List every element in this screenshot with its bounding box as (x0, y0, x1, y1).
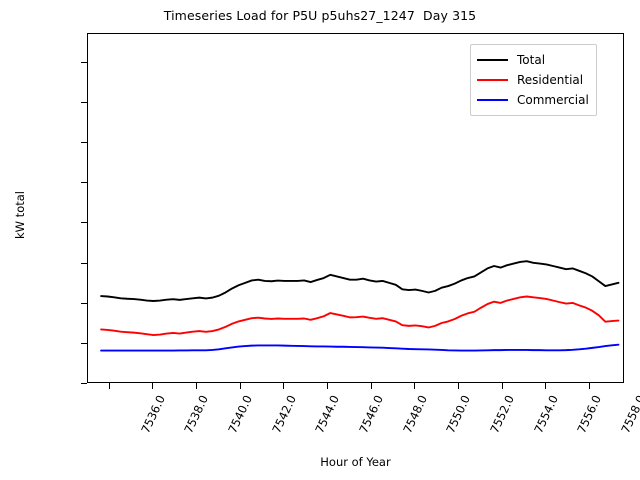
x-tick-label: 7552.0 (487, 393, 518, 436)
x-tick-label: 7548.0 (400, 393, 430, 436)
legend-label: Total (517, 53, 546, 67)
x-tick-label: 7556.0 (574, 393, 605, 436)
x-tick-label: 7558.0 (618, 393, 640, 436)
series-line (100, 260, 620, 302)
x-tick-mark (152, 383, 154, 389)
x-tick-label: 7550.0 (443, 393, 474, 436)
x-tick-label: 7554.0 (530, 393, 561, 436)
x-axis-label: Hour of Year (320, 455, 391, 469)
series-line (100, 295, 620, 336)
y-tick-mark (81, 142, 87, 144)
x-tick-mark (458, 383, 460, 389)
legend-label: Residential (517, 73, 584, 87)
legend-line-swatch (477, 59, 508, 61)
x-tick-label: 7540.0 (225, 393, 256, 436)
x-tick-mark (108, 383, 110, 389)
x-tick-mark (545, 383, 547, 389)
x-tick-mark (414, 383, 416, 389)
series-line (100, 343, 620, 352)
x-tick-label: 7546.0 (356, 393, 387, 436)
x-tick-mark (283, 383, 285, 389)
y-tick-mark (81, 61, 87, 63)
y-tick-mark (81, 302, 87, 304)
y-tick-mark (81, 342, 87, 344)
y-tick-mark (81, 383, 87, 384)
legend-item[interactable]: Commercial (477, 90, 589, 110)
y-axis-label: kW total (13, 191, 27, 239)
x-tick-mark (589, 383, 591, 389)
y-tick-mark (81, 222, 87, 224)
legend-line-swatch (477, 79, 508, 81)
chart-title: Timeseries Load for P5U p5uhs27_1247 Day… (163, 8, 477, 23)
legend-line-swatch (477, 99, 508, 101)
x-tick-mark (239, 383, 241, 389)
y-tick-mark (81, 182, 87, 184)
x-tick-label: 7542.0 (269, 393, 299, 436)
y-tick-mark (81, 102, 87, 104)
series-lines (100, 260, 620, 352)
x-tick-mark (501, 383, 503, 389)
x-tick-mark (327, 383, 329, 389)
x-tick-mark (196, 383, 198, 389)
legend-item[interactable]: Residential (477, 70, 589, 90)
x-tick-mark (370, 383, 372, 389)
legend-item[interactable]: Total (477, 50, 589, 70)
x-tick-label: 7544.0 (312, 393, 343, 436)
chart-legend: Total Residential Commercial (470, 44, 597, 116)
y-tick-mark (81, 262, 87, 264)
legend-label: Commercial (517, 93, 589, 107)
x-tick-label: 7538.0 (181, 393, 212, 436)
x-tick-label: 7536.0 (138, 393, 168, 436)
